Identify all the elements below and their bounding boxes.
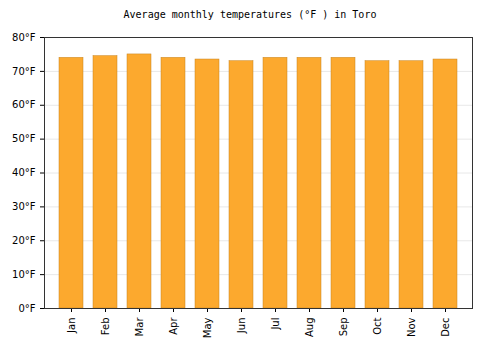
svg-text:10°F: 10°F <box>12 269 36 280</box>
svg-text:60°F: 60°F <box>12 99 36 110</box>
svg-text:Jun: Jun <box>236 318 247 335</box>
svg-text:Jan: Jan <box>66 318 77 334</box>
svg-text:Mar: Mar <box>134 317 145 337</box>
html-text:Average monthly temperatures (: Average monthly temperatures (°F ) in To… <box>123 9 377 20</box>
svg-text:70°F: 70°F <box>12 66 36 77</box>
svg-text:Aug: Aug <box>304 318 315 338</box>
svg-text:30°F: 30°F <box>12 201 36 212</box>
svg-text:Nov: Nov <box>406 317 417 337</box>
svg-text:Sep: Sep <box>338 318 349 337</box>
svg-text:Oct: Oct <box>372 317 383 334</box>
svg-text:Feb: Feb <box>100 318 111 336</box>
svg-text:Dec: Dec <box>440 318 451 337</box>
svg-text:50°F: 50°F <box>12 133 36 144</box>
svg-text:Jul: Jul <box>270 318 281 331</box>
svg-text:40°F: 40°F <box>12 167 36 178</box>
svg-text:20°F: 20°F <box>12 235 36 246</box>
svg-text:Apr: Apr <box>168 317 179 335</box>
svg-text:0°F: 0°F <box>18 303 35 314</box>
svg-text:May: May <box>202 317 213 338</box>
svg-text:80°F: 80°F <box>12 32 36 43</box>
